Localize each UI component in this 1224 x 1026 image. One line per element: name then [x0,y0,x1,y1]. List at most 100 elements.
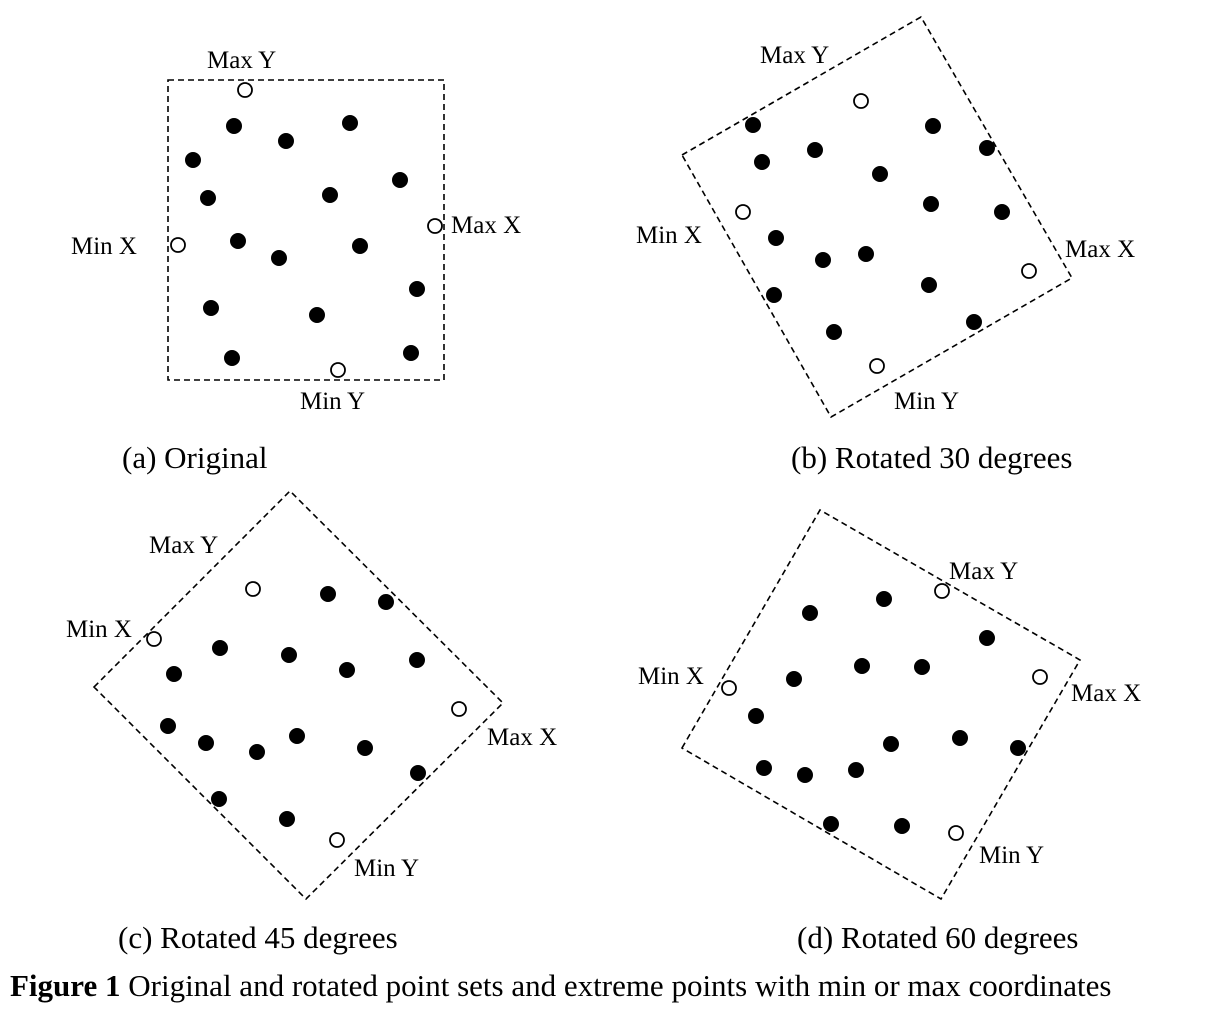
interior-point [797,767,813,783]
min-x-label: Min X [638,663,704,690]
interior-point [322,187,338,203]
interior-point [409,281,425,297]
interior-point [815,252,831,268]
max-x-point [427,218,443,234]
interior-point [409,652,425,668]
min-x-point [146,631,162,647]
min-y-label: Min Y [300,388,365,415]
panel-a-bounding-box [167,79,445,381]
interior-point [160,718,176,734]
interior-point [826,324,842,340]
interior-point [854,658,870,674]
interior-point [410,765,426,781]
panel-c-interior-points [160,586,426,827]
max-x-label: Max X [451,212,521,239]
max-y-label: Max Y [207,47,276,74]
panel-a-extreme-points [170,82,443,378]
min-y-point [869,358,885,374]
min-y-point [329,832,345,848]
panel-c-bounding-box [92,489,505,901]
interior-point [271,250,287,266]
min-x-label: Min X [71,233,137,260]
interior-point [211,791,227,807]
min-x-label: Min X [636,222,702,249]
interior-point [357,740,373,756]
interior-point [392,172,408,188]
interior-point [952,730,968,746]
max-x-point [1032,669,1048,685]
min-y-label: Min Y [354,855,419,882]
panel-c-caption: (c) Rotated 45 degrees [118,920,398,955]
interior-point [342,115,358,131]
interior-point [966,314,982,330]
interior-point [289,728,305,744]
panel-b-extreme-points [735,93,1037,374]
interior-point [281,647,297,663]
panel-d-caption: (d) Rotated 60 degrees [797,920,1078,955]
max-y-point [934,583,950,599]
interior-point [226,118,242,134]
interior-point [748,708,764,724]
figure-caption-text: Original and rotated point sets and extr… [121,968,1112,1003]
interior-point [279,811,295,827]
interior-point [756,760,772,776]
panel-a-caption: (a) Original [122,440,267,475]
interior-point [786,671,802,687]
interior-point [745,117,761,133]
panel-a: Max Y Min X Max X Min Y (a) Original [71,47,521,475]
interior-point [166,666,182,682]
min-y-point [330,362,346,378]
interior-point [914,659,930,675]
max-x-label: Max X [1065,236,1135,263]
min-x-point [170,237,186,253]
min-y-label: Min Y [894,388,959,415]
interior-point [198,735,214,751]
interior-point [339,662,355,678]
interior-point [872,166,888,182]
interior-point [754,154,770,170]
interior-point [876,591,892,607]
interior-point [249,744,265,760]
interior-point [1010,740,1026,756]
interior-point [979,630,995,646]
min-y-point [948,825,964,841]
max-y-label: Max Y [949,558,1018,585]
interior-point [921,277,937,293]
min-x-point [735,204,751,220]
interior-point [320,586,336,602]
interior-point [352,238,368,254]
interior-point [994,204,1010,220]
max-x-label: Max X [1071,680,1141,707]
interior-point [200,190,216,206]
interior-point [925,118,941,134]
interior-point [403,345,419,361]
max-x-point [451,701,467,717]
interior-point [768,230,784,246]
interior-point [923,196,939,212]
figure-caption: Figure 1 Original and rotated point sets… [10,968,1111,1003]
interior-point [203,300,219,316]
interior-point [848,762,864,778]
interior-point [979,140,995,156]
panel-d-interior-points [748,591,1026,834]
panel-d-extreme-points [721,583,1048,841]
interior-point [766,287,782,303]
interior-point [309,307,325,323]
interior-point [823,816,839,832]
panel-c: Max Y Min X Max X Min Y (c) Rotated 45 d… [66,489,557,955]
interior-point [802,605,818,621]
min-x-label: Min X [66,616,132,643]
panel-b: Max Y Min X Max X Min Y (b) Rotated 30 d… [636,15,1135,475]
interior-point [278,133,294,149]
interior-point [185,152,201,168]
max-x-point [1021,263,1037,279]
interior-point [883,736,899,752]
min-y-label: Min Y [979,842,1044,869]
max-y-point [245,581,261,597]
max-y-point [853,93,869,109]
max-x-label: Max X [487,724,557,751]
panel-a-interior-points [185,115,425,366]
panel-d: Max Y Min X Max X Min Y (d) Rotated 60 d… [638,508,1141,955]
min-x-point [721,680,737,696]
